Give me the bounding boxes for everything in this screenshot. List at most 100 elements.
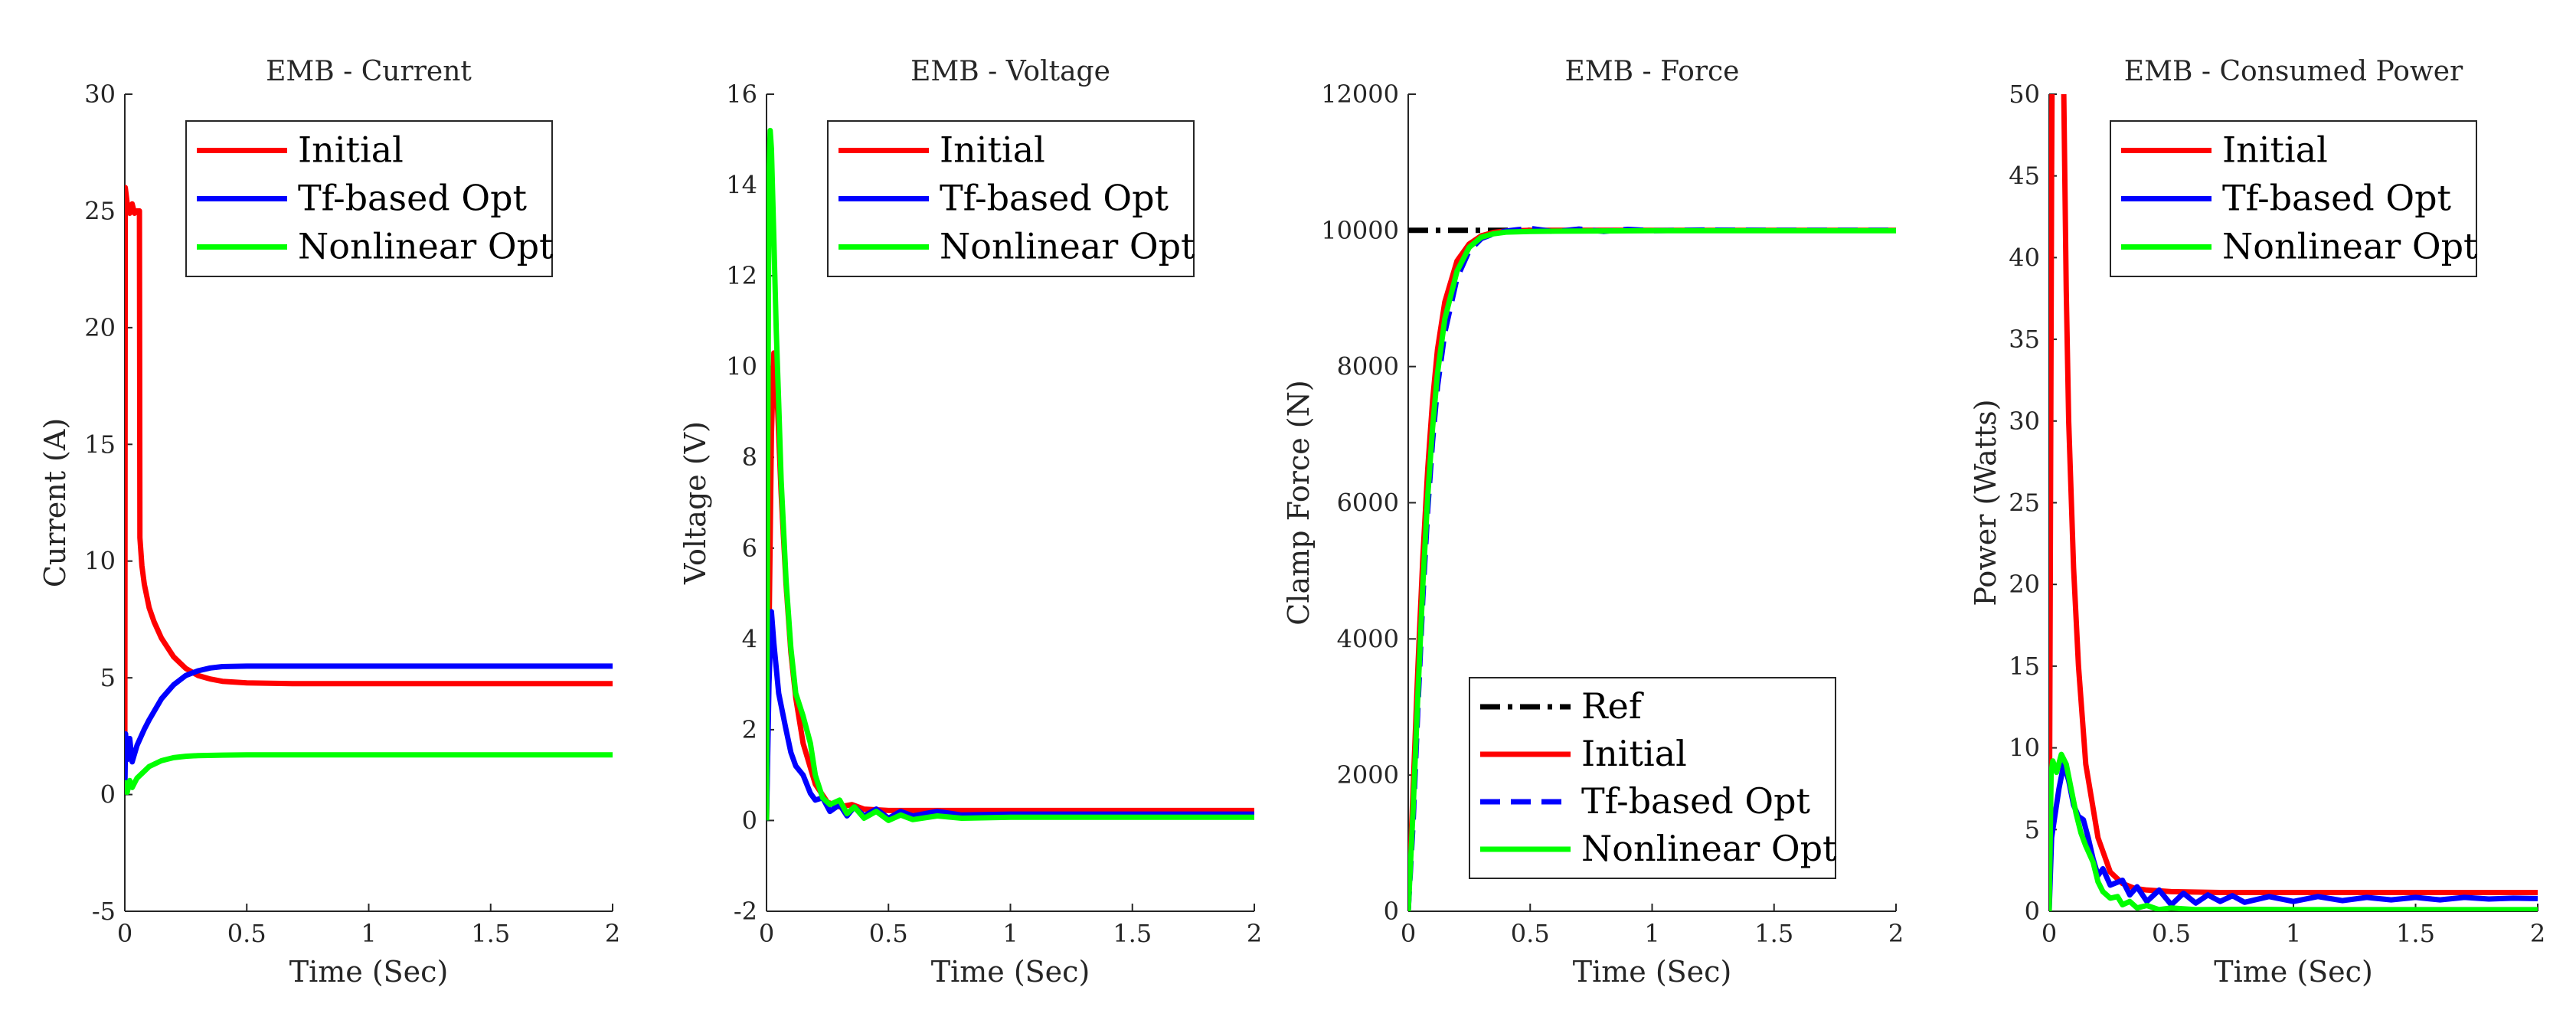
y-tick-label: 10 (726, 352, 757, 381)
chart-title-voltage: EMB - Voltage (910, 56, 1110, 87)
y-tick-label: 0 (1384, 897, 1399, 926)
y-tick-label: 8000 (1337, 352, 1399, 381)
y-tick-label: 30 (2009, 407, 2040, 436)
y-tick-label: 50 (2009, 80, 2040, 109)
legend-entry-label: Initial (1581, 733, 1687, 774)
y-tick-label: 30 (84, 80, 116, 109)
plot-area-force (1408, 225, 1896, 911)
series-line-tf-based-opt (767, 609, 1254, 821)
legend-power: Initial Tf-based Opt Nonlinear Opt (2110, 120, 2478, 277)
x-tick-label: 0.5 (2152, 919, 2191, 948)
y-tick-label: 15 (84, 430, 116, 459)
series-line-nonlinear-opt (767, 127, 1254, 823)
chart-title-force: EMB - Force (1564, 56, 1739, 87)
legend-entry-label: Tf-based Opt (298, 178, 528, 219)
x-tick-label: 0 (117, 919, 132, 948)
series-line-nonlinear-opt (125, 752, 613, 795)
legend-entry-label: Tf-based Opt (940, 178, 1169, 219)
y-tick-label: 16 (726, 80, 757, 109)
legend-box (1469, 677, 1836, 879)
plot-area-current (125, 185, 613, 795)
x-tick-label: 0 (759, 919, 774, 948)
y-tick-label: 5 (2025, 815, 2040, 844)
y-tick-label: 2 (742, 715, 757, 744)
x-tick-label: 1 (2286, 919, 2301, 948)
x-tick-label: 1.5 (1754, 919, 1793, 948)
legend-entry-label: Tf-based Opt (1581, 780, 1811, 822)
y-tick-label: 10000 (1321, 216, 1399, 245)
y-tick-label: 45 (2009, 162, 2040, 191)
x-tick-label: 2 (1888, 919, 1904, 948)
x-tick-label: 2 (2530, 919, 2545, 948)
x-tick-label: 0.5 (869, 919, 908, 948)
y-tick-label: -2 (734, 897, 757, 926)
x-tick-label: 2 (605, 919, 620, 948)
y-tick-label: 5 (100, 663, 116, 692)
x-tick-label: 1.5 (2396, 919, 2435, 948)
y-tick-label: 0 (742, 806, 757, 835)
y-tick-label: 6000 (1337, 489, 1399, 518)
legend-entry-label: Ref (1581, 685, 1644, 727)
legend-entry-label: Initial (940, 129, 1045, 171)
y-tick-label: 12 (726, 261, 757, 290)
legend-entry-label: Nonlinear Opt (1581, 828, 1837, 869)
plot-area-voltage (767, 127, 1254, 823)
y-tick-label: -5 (92, 897, 116, 926)
chart-title-current: EMB - Current (266, 56, 472, 87)
x-axis-label-current: Time (Sec) (289, 955, 449, 989)
legend-entry-label: Initial (298, 129, 404, 171)
x-tick-label: 0 (1401, 919, 1416, 948)
y-tick-label: 6 (742, 534, 757, 563)
y-tick-label: 10 (2009, 734, 2040, 763)
x-axis-label-voltage: Time (Sec) (931, 955, 1090, 989)
y-tick-label: 14 (726, 171, 757, 200)
x-axis-label-power: Time (Sec) (2214, 955, 2373, 989)
y-tick-label: 0 (100, 780, 116, 809)
chart-panel-power: EMB - Consumed Power Time (Sec) Power (Wat… (1969, 56, 2545, 989)
legend-force: Ref Initial Tf-based Opt Nonlinear Opt (1469, 677, 1837, 879)
x-tick-label: 1 (1002, 919, 1018, 948)
series-line-nonlinear-opt (1408, 227, 1896, 911)
chart-panel-voltage: EMB - Voltage Time (Sec) Voltage (V) 0 0.5 1 1… (678, 56, 1262, 989)
chart-panel-force: EMB - Force Time (Sec) Clamp Force (N) 0 0.5… (1282, 56, 1904, 989)
chart-panel-current: EMB - Current Time (Sec) Current (A) 0 0.5 1 1… (38, 56, 620, 989)
legend-voltage: Initial Tf-based Opt Nonlinear Opt (827, 120, 1195, 277)
y-tick-label: 25 (2009, 489, 2040, 518)
series-line-initial (125, 185, 613, 795)
y-tick-label: 20 (84, 313, 116, 342)
y-tick-label: 10 (84, 547, 116, 576)
series-line-tf-based-opt (125, 663, 613, 795)
y-tick-label: 8 (742, 443, 757, 472)
legend-entry-label: Nonlinear Opt (298, 226, 554, 267)
y-tick-label: 12000 (1321, 80, 1399, 109)
x-tick-label: 1.5 (1113, 919, 1152, 948)
x-axis-label-force: Time (Sec) (1573, 955, 1732, 989)
y-tick-label: 20 (2009, 570, 2040, 599)
legend-entry-label: Tf-based Opt (2222, 178, 2452, 219)
legend-entry-label: Nonlinear Opt (940, 226, 1195, 267)
y-tick-label: 4000 (1337, 624, 1399, 653)
series-line-initial (767, 350, 1254, 821)
legend-entry-label: Nonlinear Opt (2222, 226, 2478, 267)
y-tick-label: 40 (2009, 243, 2040, 272)
y-tick-label: 35 (2009, 325, 2040, 354)
x-tick-label: 0.5 (1511, 919, 1550, 948)
y-tick-label: 0 (2025, 897, 2040, 926)
plot-area-power (2049, 94, 2538, 911)
x-tick-label: 0 (2042, 919, 2057, 948)
y-tick-label: 4 (742, 624, 757, 653)
legend-entry-label: Initial (2222, 129, 2328, 171)
series-line-initial (2049, 94, 2538, 911)
y-tick-label: 15 (2009, 652, 2040, 681)
y-tick-label: 2000 (1337, 760, 1399, 790)
x-tick-label: 0.5 (227, 919, 266, 948)
series-line-nonlinear-opt (2049, 751, 2538, 911)
legend-current: Initial Tf-based Opt Nonlinear Opt (185, 120, 554, 277)
series-line-tf-based-opt (2049, 761, 2538, 911)
x-tick-label: 2 (1247, 919, 1262, 948)
y-axis-label-force: Clamp Force (N) (1282, 380, 1316, 625)
x-tick-label: 1.5 (471, 919, 510, 948)
y-tick-label: 25 (84, 196, 116, 225)
y-axis-label-current: Current (A) (38, 418, 72, 587)
